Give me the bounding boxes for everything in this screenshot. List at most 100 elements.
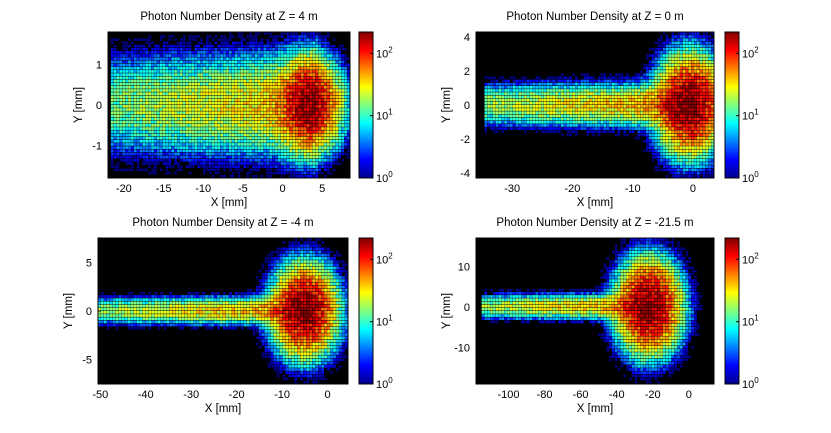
heatmap-cell bbox=[283, 127, 287, 130]
heatmap-cell bbox=[226, 66, 229, 70]
heatmap-cell bbox=[162, 127, 166, 130]
heatmap-cell bbox=[243, 85, 247, 89]
heatmap-cell bbox=[549, 105, 553, 108]
heatmap-cell bbox=[260, 111, 264, 115]
heatmap-cell bbox=[657, 165, 660, 168]
heatmap-cell bbox=[306, 44, 310, 48]
heatmap-cell bbox=[226, 111, 229, 115]
heatmap-cell bbox=[165, 105, 169, 108]
heatmap-cell bbox=[260, 124, 264, 127]
heatmap-cell bbox=[332, 85, 336, 89]
heatmap-cell bbox=[243, 108, 247, 111]
heatmap-cell bbox=[174, 108, 177, 111]
heatmap-cell bbox=[174, 95, 177, 99]
heatmap-cell bbox=[249, 85, 252, 89]
heatmap-cell bbox=[188, 143, 192, 146]
heatmap-cell bbox=[671, 47, 675, 51]
heatmap-cell bbox=[174, 152, 177, 156]
heatmap-cell bbox=[329, 165, 333, 168]
heatmap-cell bbox=[301, 136, 304, 140]
heatmap-cell bbox=[309, 136, 313, 140]
heatmap-cell bbox=[592, 117, 595, 121]
heatmap-cell bbox=[518, 105, 522, 108]
heatmap-cell bbox=[165, 136, 169, 140]
heatmap-cell bbox=[592, 82, 595, 86]
heatmap-cell bbox=[504, 101, 507, 105]
heatmap-cell bbox=[231, 85, 235, 89]
heatmap-cell bbox=[254, 44, 258, 48]
heatmap-cell bbox=[122, 63, 126, 67]
heatmap-cell bbox=[518, 117, 522, 121]
heatmap-cell bbox=[133, 92, 137, 95]
heatmap-cell bbox=[524, 95, 527, 99]
heatmap-cell bbox=[341, 152, 345, 156]
heatmap-cell bbox=[660, 38, 663, 42]
heatmap-cell bbox=[637, 76, 641, 80]
heatmap-cell bbox=[292, 92, 296, 95]
heatmap-cell bbox=[139, 155, 143, 159]
heatmap-cell bbox=[643, 108, 646, 111]
heatmap-cell bbox=[139, 95, 143, 99]
heatmap-cell bbox=[612, 124, 615, 127]
heatmap-cell bbox=[249, 139, 252, 143]
heatmap-cell bbox=[260, 174, 264, 178]
heatmap-cell bbox=[145, 136, 149, 140]
heatmap-cell bbox=[231, 130, 235, 134]
heatmap-cell bbox=[151, 139, 154, 143]
heatmap-cell bbox=[286, 82, 290, 86]
heatmap-cell bbox=[263, 57, 267, 61]
heatmap-cell bbox=[677, 47, 680, 51]
heatmap-cell bbox=[283, 162, 287, 165]
heatmap-cell bbox=[657, 155, 660, 159]
heatmap-cell bbox=[214, 111, 218, 115]
heatmap-cell bbox=[654, 168, 658, 172]
heatmap-cell bbox=[321, 38, 324, 42]
heatmap-cell bbox=[286, 92, 290, 95]
heatmap-cell bbox=[263, 127, 267, 130]
heatmap-cell bbox=[329, 124, 333, 127]
heatmap-cell bbox=[229, 57, 232, 61]
heatmap-cell bbox=[318, 95, 321, 99]
heatmap-cell bbox=[309, 168, 313, 172]
heatmap-cell bbox=[677, 127, 680, 130]
heatmap-cell bbox=[532, 124, 536, 127]
heatmap-cell bbox=[243, 92, 247, 95]
heatmap-cell bbox=[535, 114, 539, 118]
heatmap-cell bbox=[139, 70, 143, 73]
heatmap-cell bbox=[182, 146, 186, 149]
x-tick-label: -10 bbox=[195, 183, 211, 195]
heatmap-cell bbox=[648, 79, 652, 83]
heatmap-cell bbox=[122, 54, 126, 57]
heatmap-cell bbox=[309, 92, 313, 95]
heatmap-cell bbox=[159, 57, 163, 61]
heatmap-cell bbox=[321, 143, 324, 146]
heatmap-cell bbox=[544, 117, 547, 121]
heatmap-cell bbox=[133, 133, 137, 137]
heatmap-cell bbox=[329, 152, 333, 156]
heatmap-cell bbox=[280, 79, 284, 83]
heatmap-cell bbox=[487, 108, 490, 111]
heatmap-cell bbox=[197, 92, 200, 95]
heatmap-cell bbox=[603, 98, 607, 102]
heatmap-cell bbox=[318, 35, 321, 38]
heatmap-cell bbox=[561, 117, 564, 121]
heatmap-cell bbox=[128, 54, 131, 57]
heatmap-cell bbox=[578, 101, 581, 105]
heatmap-cell bbox=[220, 66, 224, 70]
heatmap-cell bbox=[289, 152, 293, 156]
heatmap-cell bbox=[495, 101, 499, 105]
heatmap-cell bbox=[217, 111, 221, 115]
heatmap-cell bbox=[211, 165, 215, 168]
heatmap-cell bbox=[171, 35, 175, 38]
heatmap-cell bbox=[648, 101, 652, 105]
heatmap-cell bbox=[110, 143, 114, 146]
heatmap-cell bbox=[151, 152, 154, 156]
heatmap-cell bbox=[263, 101, 267, 105]
heatmap-cell bbox=[326, 73, 330, 76]
heatmap-cell bbox=[583, 85, 587, 89]
heatmap-cell bbox=[671, 120, 675, 124]
heatmap-cell bbox=[609, 92, 612, 95]
heatmap-cell bbox=[165, 155, 169, 159]
heatmap-cell bbox=[131, 120, 134, 124]
heatmap-cell bbox=[569, 89, 573, 92]
